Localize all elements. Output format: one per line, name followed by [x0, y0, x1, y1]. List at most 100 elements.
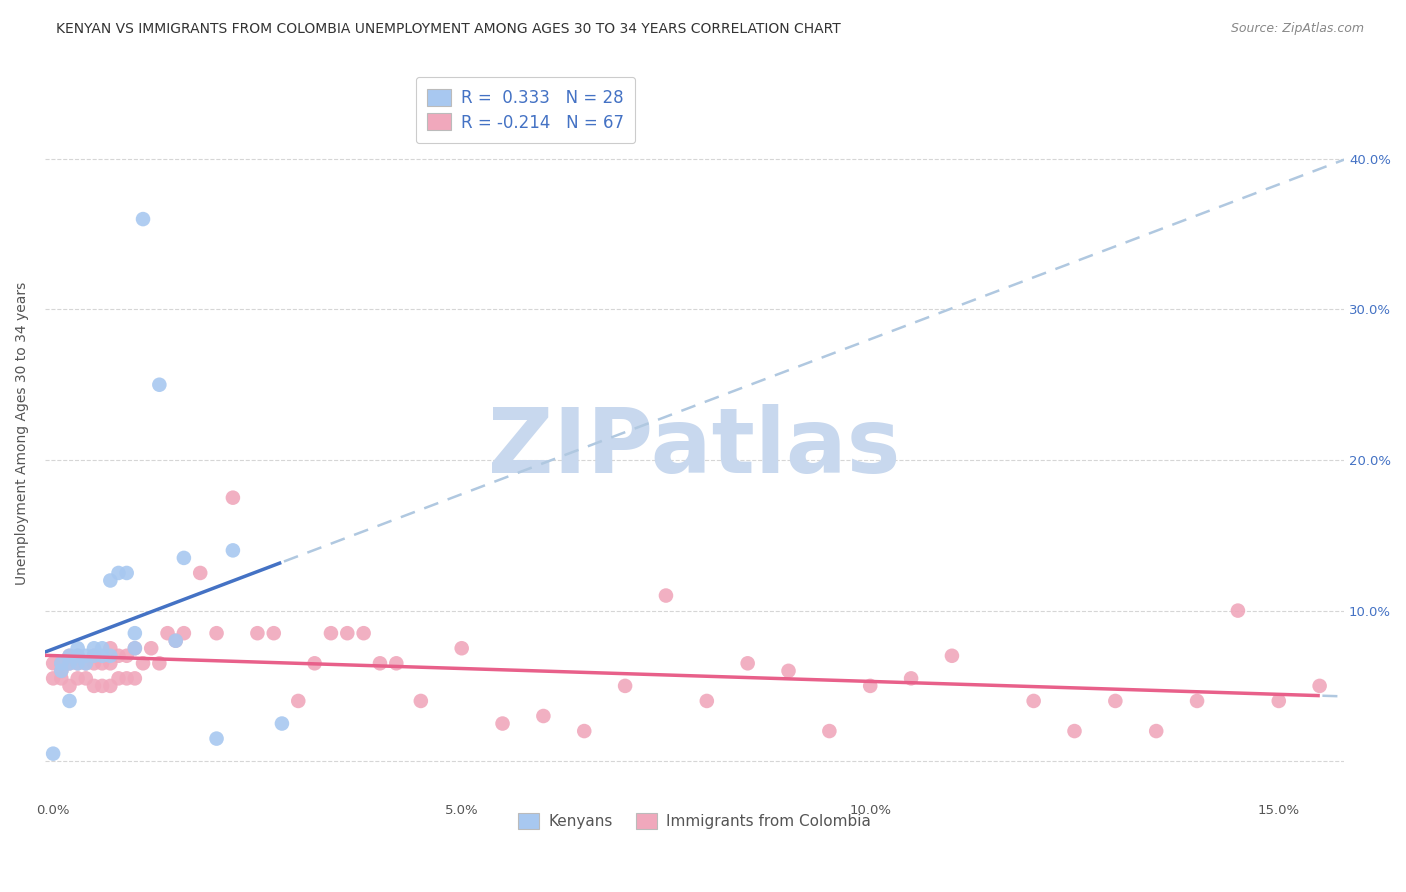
Legend: Kenyans, Immigrants from Colombia: Kenyans, Immigrants from Colombia: [512, 806, 877, 835]
Point: [66, 657, 89, 671]
Point: [66, 641, 89, 656]
Point: [124, 626, 146, 640]
Point: [51, 671, 73, 685]
Point: [287, 694, 309, 708]
Point: [385, 657, 408, 671]
Point: [66, 671, 89, 685]
Point: [75, 657, 97, 671]
Point: [818, 724, 841, 739]
Point: [98, 574, 121, 588]
Point: [205, 626, 228, 640]
Point: [737, 657, 759, 671]
Point: [83, 641, 105, 656]
Point: [115, 671, 138, 685]
Point: [91, 657, 114, 671]
Point: [165, 633, 187, 648]
Point: [83, 679, 105, 693]
Point: [98, 657, 121, 671]
Point: [173, 626, 195, 640]
Point: [124, 671, 146, 685]
Point: [58, 648, 80, 663]
Point: [409, 694, 432, 708]
Point: [574, 724, 596, 739]
Point: [58, 679, 80, 693]
Point: [91, 641, 114, 656]
Point: [1226, 604, 1249, 618]
Point: [1144, 724, 1167, 739]
Point: [304, 657, 326, 671]
Point: [115, 566, 138, 580]
Point: [246, 626, 269, 640]
Point: [1309, 679, 1331, 693]
Point: [98, 641, 121, 656]
Text: ZIPatlas: ZIPatlas: [488, 404, 901, 492]
Point: [51, 657, 73, 671]
Point: [124, 641, 146, 656]
Point: [98, 648, 121, 663]
Point: [58, 657, 80, 671]
Point: [263, 626, 285, 640]
Point: [1268, 694, 1291, 708]
Point: [491, 716, 513, 731]
Point: [156, 626, 179, 640]
Point: [51, 664, 73, 678]
Point: [655, 589, 678, 603]
Point: [900, 671, 922, 685]
Point: [271, 716, 294, 731]
Point: [132, 212, 155, 227]
Point: [83, 648, 105, 663]
Point: [66, 657, 89, 671]
Point: [42, 671, 65, 685]
Point: [173, 550, 195, 565]
Point: [124, 641, 146, 656]
Point: [141, 641, 163, 656]
Point: [42, 747, 65, 761]
Point: [66, 648, 89, 663]
Text: Source: ZipAtlas.com: Source: ZipAtlas.com: [1230, 22, 1364, 36]
Point: [107, 566, 129, 580]
Point: [941, 648, 963, 663]
Point: [51, 664, 73, 678]
Text: KENYAN VS IMMIGRANTS FROM COLOMBIA UNEMPLOYMENT AMONG AGES 30 TO 34 YEARS CORREL: KENYAN VS IMMIGRANTS FROM COLOMBIA UNEMP…: [56, 22, 841, 37]
Point: [188, 566, 211, 580]
Point: [1022, 694, 1045, 708]
Point: [42, 657, 65, 671]
Point: [148, 657, 170, 671]
Point: [450, 641, 472, 656]
Point: [83, 657, 105, 671]
Point: [368, 657, 391, 671]
Point: [614, 679, 637, 693]
Point: [91, 679, 114, 693]
Point: [165, 633, 187, 648]
Point: [75, 671, 97, 685]
Point: [336, 626, 359, 640]
Point: [778, 664, 800, 678]
Point: [1185, 694, 1208, 708]
Point: [91, 648, 114, 663]
Point: [75, 657, 97, 671]
Point: [75, 648, 97, 663]
Point: [58, 694, 80, 708]
Point: [107, 648, 129, 663]
Point: [83, 648, 105, 663]
Point: [531, 709, 554, 723]
Point: [58, 657, 80, 671]
Point: [58, 648, 80, 663]
Point: [98, 679, 121, 693]
Point: [696, 694, 718, 708]
Y-axis label: Unemployment Among Ages 30 to 34 years: Unemployment Among Ages 30 to 34 years: [15, 282, 30, 585]
Point: [132, 657, 155, 671]
Point: [353, 626, 375, 640]
Point: [1063, 724, 1085, 739]
Point: [319, 626, 342, 640]
Point: [205, 731, 228, 746]
Point: [107, 671, 129, 685]
Point: [51, 657, 73, 671]
Point: [859, 679, 882, 693]
Point: [66, 648, 89, 663]
Point: [1104, 694, 1126, 708]
Point: [222, 491, 245, 505]
Point: [148, 377, 170, 392]
Point: [115, 648, 138, 663]
Point: [222, 543, 245, 558]
